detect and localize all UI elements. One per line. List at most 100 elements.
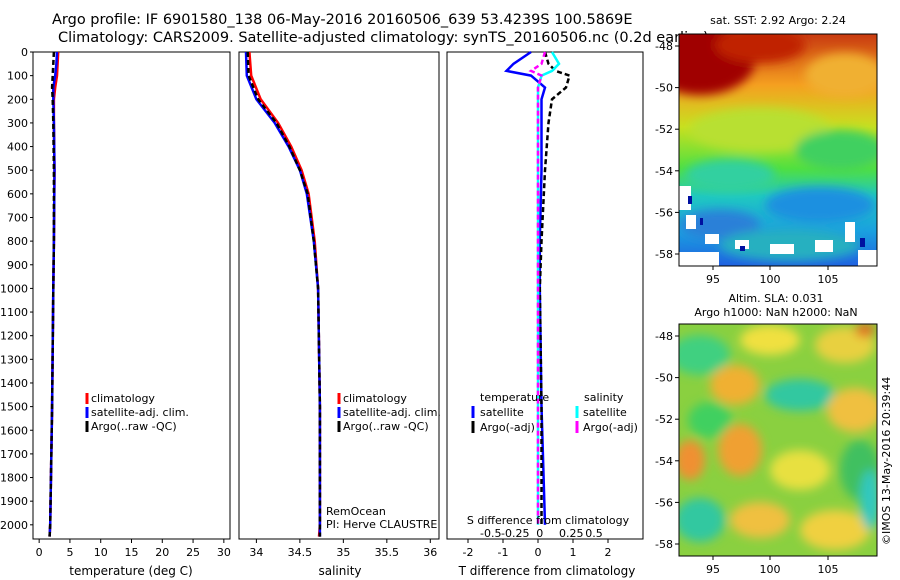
x-tick-label: 36 xyxy=(423,546,437,559)
difference-x-axis: -2 -1 0 1 2 -0.5 -0.25 0 0.25 0.5 xyxy=(463,527,612,559)
lon-tick-label: 100 xyxy=(760,563,781,576)
series-line-argo-raw-qc- xyxy=(246,51,322,537)
x2-tick-label: 0.25 xyxy=(559,527,584,540)
sla-map-frame xyxy=(678,323,878,557)
series-line-temperature-argo-adj- xyxy=(538,51,572,525)
legend-label-climatology: climatology xyxy=(91,392,155,405)
temperature-legend: climatology satellite-adj. clim. Argo(..… xyxy=(85,392,189,433)
x-tick-label: 15 xyxy=(125,546,139,559)
depth-tick-label: 900 xyxy=(7,259,28,272)
salinity-panel xyxy=(238,51,440,540)
sst-map-axes: -48 -50 -52 -54 -56 -58 95 100 105 xyxy=(655,40,838,286)
sla-map-title: Altim. SLA: 0.031 xyxy=(728,292,823,305)
x-tick-label: 34.5 xyxy=(288,546,313,559)
depth-tick-label: 1800 xyxy=(0,472,28,485)
legend-label-climatology: climatology xyxy=(343,392,407,405)
legend-label-argo: Argo(..raw -QC) xyxy=(91,420,177,433)
depth-tick-label: 1900 xyxy=(0,495,28,508)
depth-tick-label: 2000 xyxy=(0,519,28,532)
temperature-panel xyxy=(32,51,231,540)
depth-tick-label: 400 xyxy=(7,141,28,154)
salinity-x-axis: 34 34.5 35 35.5 36 xyxy=(249,539,437,559)
series-line-salinity-argo-adj- xyxy=(528,51,547,525)
sla-map-axes: -48 -50 -52 -54 -56 -58 95 100 105 xyxy=(655,330,838,576)
lon-tick-label: 95 xyxy=(706,563,720,576)
x-tick-label: 25 xyxy=(186,546,200,559)
temperature-series xyxy=(48,51,60,537)
sla-map xyxy=(679,324,877,556)
remocean-label: RemOcean xyxy=(326,505,386,518)
x2-tick-label: -0.25 xyxy=(501,527,529,540)
legend-label-argo: Argo(..raw -QC) xyxy=(343,420,429,433)
x-tick-label: 35 xyxy=(336,546,350,559)
depth-tick-label: 800 xyxy=(7,235,28,248)
depth-tick-label: 1500 xyxy=(0,401,28,414)
depth-tick-label: 600 xyxy=(7,188,28,201)
lat-tick-label: -48 xyxy=(655,330,673,343)
depth-tick-label: 1700 xyxy=(0,448,28,461)
x-tick-label: 34 xyxy=(249,546,263,559)
figure-subtitle: Climatology: CARS2009. Satellite-adjuste… xyxy=(58,30,709,46)
lat-tick-label: -52 xyxy=(655,123,673,136)
lat-tick-label: -56 xyxy=(655,206,673,219)
depth-tick-label: 1600 xyxy=(0,424,28,437)
lon-tick-label: 95 xyxy=(706,273,720,286)
difference-xlabel: T difference from climatology xyxy=(458,564,636,578)
lat-tick-label: -58 xyxy=(655,538,673,551)
legend-label-satellite-adj: satellite-adj. clim. xyxy=(343,406,441,419)
pi-label: PI: Herve CLAUSTRE xyxy=(326,518,437,531)
x2-tick-label: -0.5 xyxy=(480,527,501,540)
sla-map-subtitle: Argo h1000: NaN h2000: NaN xyxy=(694,306,857,319)
lon-tick-label: 105 xyxy=(818,563,839,576)
salinity-legend: climatology satellite-adj. clim. Argo(..… xyxy=(337,392,441,433)
x-tick-label: -2 xyxy=(463,546,474,559)
series-line-satellite-adj-clim- xyxy=(48,51,59,537)
legend-label-temp-satellite: satellite xyxy=(480,406,524,419)
lat-tick-label: -48 xyxy=(655,40,673,53)
legend-label-satellite-adj: satellite-adj. clim. xyxy=(91,406,189,419)
salinity-xlabel: salinity xyxy=(318,564,361,578)
depth-tick-label: 700 xyxy=(7,211,28,224)
series-line-argo-raw-qc- xyxy=(48,51,56,537)
depth-tick-label: 1400 xyxy=(0,377,28,390)
s-difference-label: S difference from climatology xyxy=(467,514,630,527)
lat-tick-label: -54 xyxy=(655,165,673,178)
series-line-climatology xyxy=(248,51,322,537)
x-tick-label: 2 xyxy=(605,546,612,559)
lat-tick-label: -50 xyxy=(655,82,673,95)
sst-map-title: sat. SST: 2.92 Argo: 2.24 xyxy=(710,14,846,27)
depth-tick-label: 500 xyxy=(7,164,28,177)
sst-map xyxy=(679,34,877,266)
legend-title-temperature: temperature xyxy=(480,391,549,404)
difference-series xyxy=(503,50,572,525)
lat-tick-label: -50 xyxy=(655,372,673,385)
lat-tick-label: -52 xyxy=(655,413,673,426)
legend-title-salinity: salinity xyxy=(584,391,624,404)
x-tick-label: -1 xyxy=(498,546,509,559)
difference-panel xyxy=(446,51,644,540)
lat-tick-label: -54 xyxy=(655,455,673,468)
x-tick-label: 20 xyxy=(155,546,169,559)
sst-map-frame xyxy=(678,33,878,267)
lat-tick-label: -58 xyxy=(655,248,673,261)
legend-label-temp-argo: Argo(-adj) xyxy=(480,421,535,434)
x-tick-label: 10 xyxy=(94,546,108,559)
x-tick-label: 0 xyxy=(535,546,542,559)
lon-tick-label: 105 xyxy=(818,273,839,286)
x-tick-label: 5 xyxy=(66,546,73,559)
temperature-xlabel: temperature (deg C) xyxy=(69,564,192,578)
depth-axis: 0 100 200 300 400 500 600 700 800 900 1000 1100 1200… xyxy=(0,46,33,532)
figure-title: Argo profile: IF 6901580_138 06-May-2016… xyxy=(52,12,633,28)
difference-legend: temperature salinity satellite Argo(-adj… xyxy=(471,391,638,434)
depth-tick-label: 1300 xyxy=(0,353,28,366)
x2-tick-label: 0.5 xyxy=(585,527,603,540)
x-tick-label: 35.5 xyxy=(375,546,400,559)
x-tick-label: 30 xyxy=(217,546,231,559)
legend-label-sal-satellite: satellite xyxy=(583,406,627,419)
lon-tick-label: 100 xyxy=(760,273,781,286)
salinity-series xyxy=(244,51,322,537)
depth-tick-label: 100 xyxy=(7,70,28,83)
depth-tick-label: 1200 xyxy=(0,330,28,343)
credit-label: ©IMOS 13-May-2016 20:39:44 xyxy=(880,377,893,545)
